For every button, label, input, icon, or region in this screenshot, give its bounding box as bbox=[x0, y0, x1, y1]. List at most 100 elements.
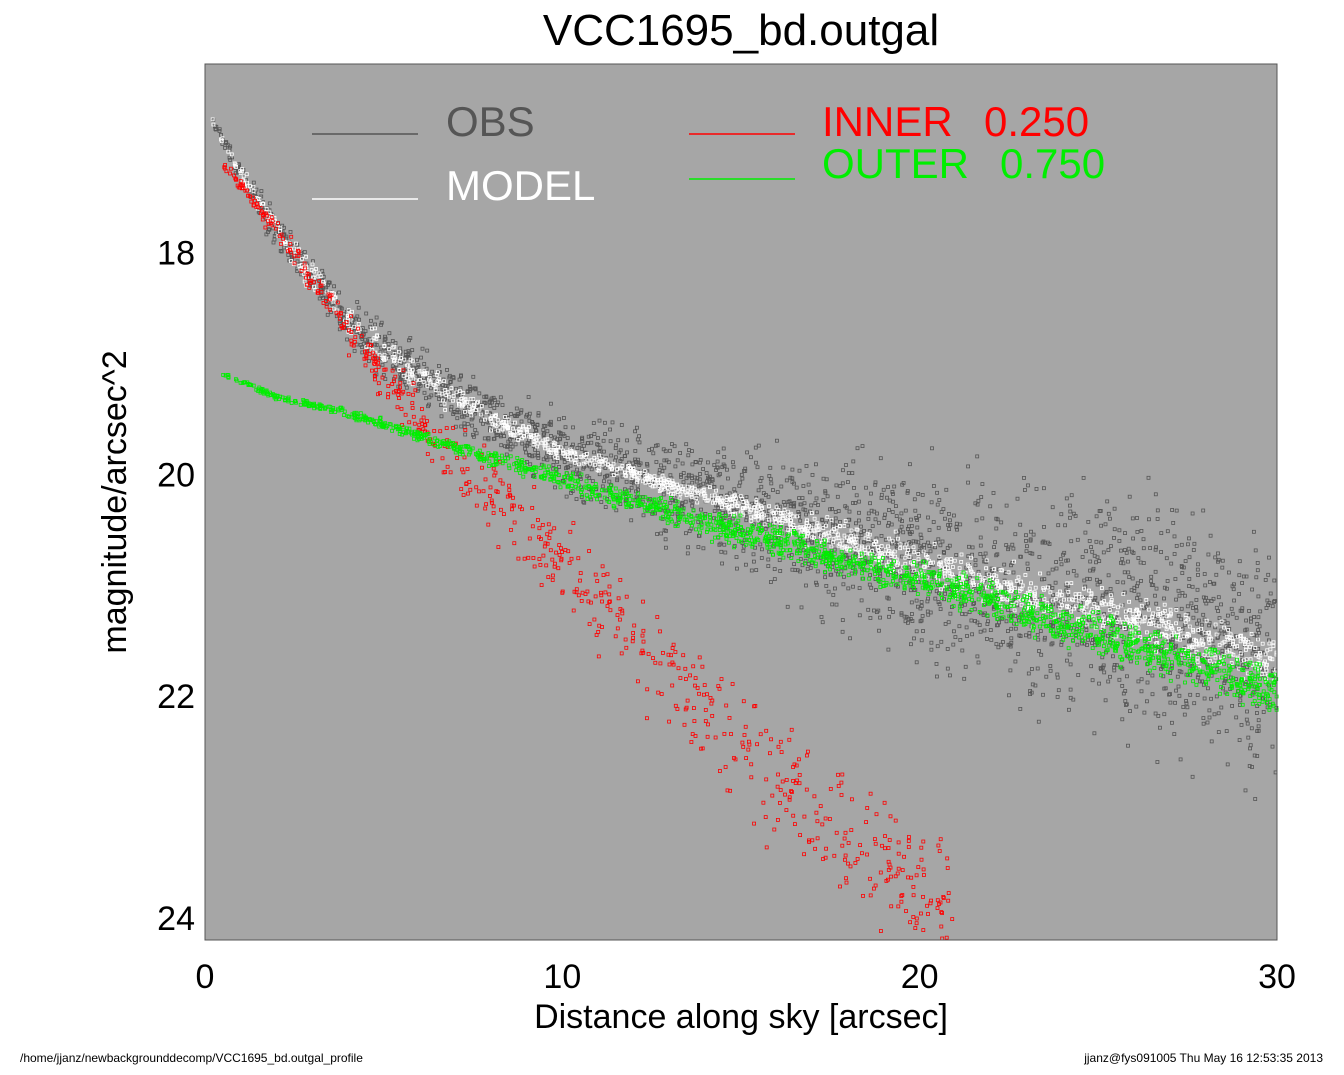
point-obs bbox=[1254, 575, 1259, 580]
point-obs bbox=[698, 460, 702, 465]
point-obs bbox=[1170, 508, 1174, 512]
point-obs bbox=[781, 465, 786, 470]
point-obs bbox=[1263, 578, 1268, 582]
point-model bbox=[671, 491, 676, 496]
point-obs bbox=[921, 629, 925, 633]
point-obs bbox=[1089, 545, 1093, 549]
point-obs bbox=[1106, 573, 1111, 578]
point-obs bbox=[672, 444, 677, 449]
point-obs bbox=[1201, 721, 1206, 726]
point-obs bbox=[705, 482, 710, 487]
point-model bbox=[1020, 583, 1025, 588]
point-model bbox=[829, 517, 834, 522]
point-obs bbox=[1106, 679, 1111, 684]
point-obs bbox=[687, 529, 692, 533]
point-obs bbox=[898, 578, 903, 583]
point-obs bbox=[1024, 549, 1029, 554]
point-obs bbox=[484, 394, 489, 399]
point-model bbox=[1271, 644, 1276, 648]
point-obs bbox=[759, 484, 764, 489]
point-model bbox=[1268, 647, 1273, 652]
point-obs bbox=[906, 527, 910, 531]
point-obs bbox=[1098, 579, 1102, 584]
point-model bbox=[1084, 604, 1089, 609]
point-obs bbox=[459, 373, 463, 378]
point-obs bbox=[471, 434, 476, 439]
point-obs bbox=[1188, 672, 1193, 677]
point-obs bbox=[288, 229, 293, 234]
point-obs bbox=[892, 484, 897, 489]
point-obs bbox=[374, 315, 379, 320]
point-obs bbox=[352, 348, 357, 353]
point-obs bbox=[760, 498, 764, 503]
point-obs bbox=[948, 611, 953, 616]
point-model bbox=[1111, 604, 1116, 608]
point-model bbox=[382, 352, 387, 357]
point-obs bbox=[1087, 539, 1092, 543]
point-obs bbox=[934, 589, 939, 594]
point-obs bbox=[1054, 566, 1059, 571]
point-obs bbox=[271, 240, 276, 245]
point-obs bbox=[527, 442, 532, 447]
point-obs bbox=[1041, 692, 1045, 697]
point-obs bbox=[1039, 652, 1044, 657]
point-obs bbox=[919, 545, 924, 550]
point-obs bbox=[453, 386, 458, 391]
point-obs bbox=[966, 480, 970, 485]
point-obs bbox=[1136, 556, 1141, 560]
point-model bbox=[1059, 593, 1064, 597]
point-obs bbox=[508, 437, 512, 442]
point-model bbox=[244, 172, 249, 177]
point-obs bbox=[1150, 673, 1155, 678]
point-obs bbox=[1217, 616, 1222, 620]
point-obs bbox=[625, 438, 629, 443]
point-obs bbox=[558, 431, 563, 436]
point-obs bbox=[1240, 609, 1244, 613]
point-obs bbox=[690, 449, 694, 454]
point-obs bbox=[1013, 626, 1018, 631]
point-obs bbox=[754, 568, 759, 572]
point-obs bbox=[762, 501, 767, 505]
point-obs bbox=[1250, 765, 1254, 769]
point-obs bbox=[1024, 539, 1028, 543]
point-obs bbox=[996, 645, 1001, 650]
point-obs bbox=[1068, 503, 1072, 508]
point-obs bbox=[1207, 715, 1212, 720]
point-model bbox=[840, 538, 845, 543]
point-model bbox=[1164, 638, 1169, 643]
point-obs bbox=[457, 377, 462, 382]
point-obs bbox=[763, 526, 768, 531]
point-obs bbox=[345, 337, 350, 342]
point-obs bbox=[406, 355, 411, 359]
point-obs bbox=[1186, 542, 1190, 547]
point-model bbox=[1260, 641, 1265, 646]
point-obs bbox=[379, 320, 384, 325]
point-obs bbox=[1242, 574, 1246, 579]
point-obs bbox=[576, 458, 581, 463]
point-obs bbox=[1153, 711, 1158, 716]
point-obs bbox=[601, 438, 606, 443]
point-obs bbox=[1214, 572, 1219, 577]
point-model bbox=[695, 500, 700, 505]
point-obs bbox=[1102, 670, 1107, 675]
point-obs bbox=[1153, 569, 1158, 574]
point-obs bbox=[1258, 609, 1263, 614]
point-model bbox=[1174, 621, 1178, 626]
point-obs bbox=[1119, 548, 1123, 553]
point-obs bbox=[814, 510, 819, 515]
point-obs bbox=[859, 533, 864, 537]
point-obs bbox=[767, 549, 772, 554]
point-obs bbox=[1058, 557, 1063, 562]
point-obs bbox=[945, 546, 950, 550]
point-obs bbox=[838, 483, 843, 488]
point-obs bbox=[684, 442, 689, 447]
point-obs bbox=[505, 445, 510, 449]
point-obs bbox=[937, 556, 941, 561]
point-obs bbox=[1257, 624, 1262, 629]
point-obs bbox=[619, 457, 624, 461]
point-model bbox=[1249, 632, 1254, 636]
point-model bbox=[241, 178, 245, 183]
point-obs bbox=[1255, 711, 1259, 715]
point-obs bbox=[878, 574, 883, 579]
point-obs bbox=[734, 555, 739, 559]
